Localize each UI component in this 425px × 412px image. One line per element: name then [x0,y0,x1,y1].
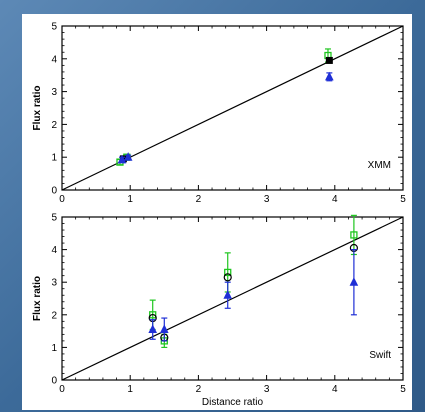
y-tick-label: 3 [51,87,57,98]
y-tick-label: 1 [51,343,57,354]
marker-circle [223,273,232,282]
figure-panel: 0 1 2 3 4 5 0 1 2 3 4 5 Flux ratio XMM 0 1 2 3 4 5 0 1 2 3 4 5 Flu… [22,14,412,410]
y-tick-label: 1 [51,153,57,164]
y-tick-label: 5 [51,22,57,33]
data-point [350,214,358,256]
marker-triangle [117,154,127,164]
x-tick-label: 3 [264,384,270,395]
x-tick-label: 1 [127,384,133,395]
marker-triangle [159,324,169,333]
marker-triangle [349,277,359,286]
reference-line-y-equals-x [61,25,404,191]
y-tick-label: 2 [51,120,57,131]
x-tick-label: 0 [59,194,65,205]
x-tick-label: 4 [332,194,338,205]
data-point [325,71,334,82]
marker-triangle [148,324,158,333]
y-tick-label: 4 [51,54,57,65]
data-point [148,319,158,340]
y-tick-label: 3 [51,278,57,289]
y-tick-label: 4 [51,245,57,256]
data-point [349,249,359,316]
y-axis-label: Flux ratio [32,276,43,321]
plot-frame [61,216,404,381]
marker-square [350,231,358,239]
marker-square [149,311,157,319]
panel-label: Swift [369,350,391,361]
x-tick-label: 2 [196,194,202,205]
plot-frame [61,25,404,191]
data-point [123,152,133,161]
x-tick-label: 0 [59,384,65,395]
x-tick-label: 1 [127,194,133,205]
x-tick-label: 4 [332,384,338,395]
marker-triangle [223,290,233,299]
x-tick-label: 5 [400,194,406,205]
reference-line-y-equals-x [61,216,404,381]
y-tick-label: 0 [51,376,57,387]
x-tick-label: 3 [264,194,270,205]
data-point [223,281,233,309]
x-axis-label: Distance ratio [202,397,264,408]
x-tick-label: 5 [400,384,406,395]
x-tick-label: 2 [196,384,202,395]
marker-triangle [123,152,133,161]
y-tick-label: 0 [51,186,57,197]
data-point [117,154,127,164]
plot-panel-2: 0 1 2 3 4 5 0 1 2 3 4 5 Flux ratio Distance ratio Swif… [32,213,406,409]
data-point [325,56,333,64]
marker-square-filled [325,56,333,64]
y-tick-label: 5 [51,213,57,224]
plot-panel-1: 0 1 2 3 4 5 0 1 2 3 4 5 Flux ratio XMM [32,22,406,206]
y-tick-label: 2 [51,310,57,321]
data-point [159,317,169,342]
y-axis-label: Flux ratio [32,85,43,130]
data-point [223,273,232,282]
marker-triangle [325,71,334,81]
panel-label: XMM [368,160,391,171]
marker-square [224,268,232,277]
